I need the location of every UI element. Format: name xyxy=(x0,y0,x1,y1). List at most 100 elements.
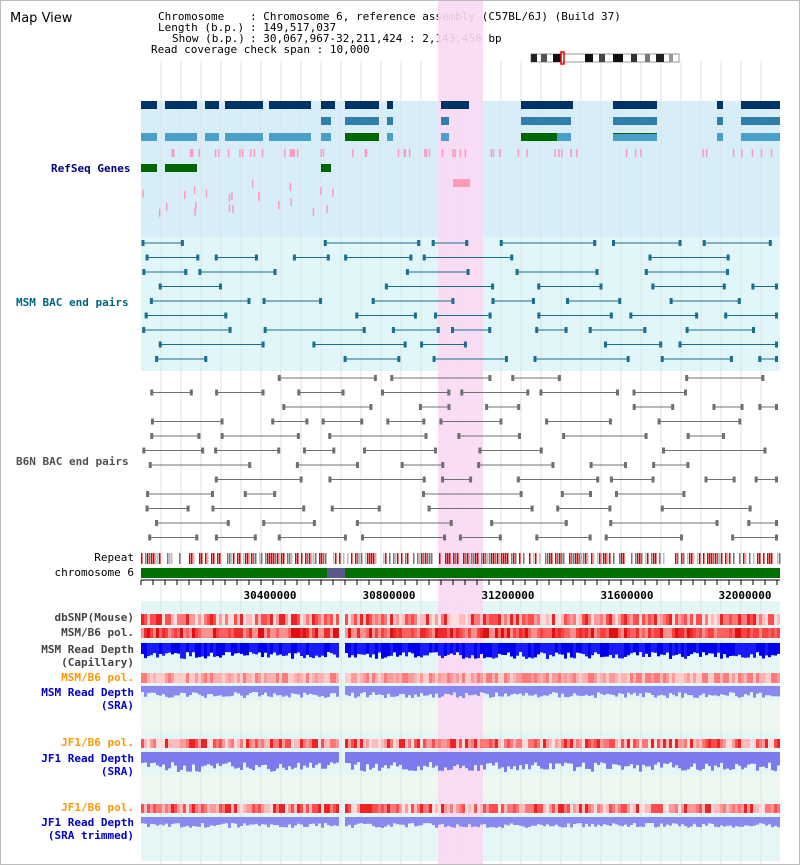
msm-bac-track[interactable] xyxy=(141,240,778,362)
depth-bar xyxy=(645,752,648,767)
bac-end xyxy=(683,389,687,396)
heat-cell xyxy=(174,628,177,638)
bac-end xyxy=(299,476,303,483)
bac-end xyxy=(197,433,201,439)
heat-cell xyxy=(645,673,648,683)
snp-tick xyxy=(554,149,556,157)
depth-bar xyxy=(684,817,687,827)
snp-tick xyxy=(227,149,230,157)
depth-bar xyxy=(393,752,396,763)
depth-bar xyxy=(504,752,507,772)
repeat-mark xyxy=(693,553,695,564)
depth-bar xyxy=(693,817,696,824)
depth-bar xyxy=(618,817,621,826)
heat-cell xyxy=(423,739,426,748)
highlight-region[interactable] xyxy=(438,1,483,864)
heat-cell xyxy=(264,614,267,625)
heat-cell xyxy=(414,739,417,748)
depth-bar xyxy=(354,686,357,698)
bac-end xyxy=(551,462,555,468)
polymorphism-tracks[interactable] xyxy=(141,614,780,828)
bac-end xyxy=(148,462,152,468)
heat-cell xyxy=(540,614,543,625)
depth-bar xyxy=(192,643,195,653)
bac-end xyxy=(775,356,778,362)
repeat-mark xyxy=(281,553,283,564)
depth-bar xyxy=(435,643,438,653)
depth-bar xyxy=(345,643,348,654)
snp-tick xyxy=(191,149,194,157)
bac-end xyxy=(671,404,675,410)
refseq-genes-track[interactable] xyxy=(141,101,780,217)
bac-end xyxy=(214,534,218,541)
heat-cell xyxy=(654,628,657,638)
bac-end xyxy=(537,283,541,290)
heat-cell xyxy=(729,804,732,813)
depth-bar xyxy=(399,817,402,825)
heat-cell xyxy=(369,739,372,748)
heat-cell xyxy=(288,614,291,625)
heat-cell xyxy=(702,614,705,625)
depth-bar xyxy=(732,643,735,656)
heat-cell xyxy=(612,614,615,625)
depth-bar xyxy=(486,817,489,828)
bac-end xyxy=(516,476,520,483)
depth-bar xyxy=(195,643,198,658)
bac-end xyxy=(465,240,469,246)
repeat-mark xyxy=(289,553,291,564)
heat-cell xyxy=(648,739,651,748)
b6n-bac-track[interactable] xyxy=(142,375,778,541)
heat-cell xyxy=(471,739,474,748)
depth-bar xyxy=(627,817,630,827)
depth-bar xyxy=(351,817,354,828)
bac-end xyxy=(775,520,778,526)
depth-bar xyxy=(600,752,603,763)
depth-bar xyxy=(483,643,486,659)
depth-bar xyxy=(237,817,240,828)
bac-end xyxy=(355,312,359,319)
bac-end xyxy=(463,341,467,348)
depth-bar xyxy=(483,752,486,770)
depth-bar xyxy=(207,752,210,765)
repeat-mark xyxy=(423,553,425,564)
gene-exon xyxy=(441,117,449,125)
depth-bar xyxy=(429,752,432,763)
heat-cell xyxy=(270,628,273,638)
heat-cell xyxy=(345,628,348,638)
repeat-mark xyxy=(371,553,373,564)
depth-bar xyxy=(696,752,699,770)
repeat-mark xyxy=(275,553,277,564)
depth-bar xyxy=(165,643,168,654)
heat-cell xyxy=(561,739,564,748)
depth-bar xyxy=(462,643,465,659)
heat-cell xyxy=(444,673,447,683)
gene-exon xyxy=(141,133,157,141)
bac-end xyxy=(422,476,426,483)
heat-cell xyxy=(285,628,288,638)
depth-bar xyxy=(747,817,750,826)
depth-bar xyxy=(447,817,450,826)
heat-cell xyxy=(606,739,609,748)
depth-bar xyxy=(303,643,306,659)
heat-cell xyxy=(201,614,204,625)
heat-cell xyxy=(291,614,294,625)
depth-bar xyxy=(540,752,543,769)
repeat-mark xyxy=(355,553,357,564)
repeat-track[interactable] xyxy=(141,553,781,564)
repeat-mark xyxy=(639,553,641,564)
heat-cell xyxy=(243,614,246,625)
heat-cell xyxy=(555,673,558,683)
bac-end xyxy=(511,375,515,381)
heat-cell xyxy=(615,739,618,748)
repeat-mark xyxy=(659,553,661,564)
depth-bar xyxy=(288,752,291,767)
heat-cell xyxy=(471,804,474,813)
chromosome-bar[interactable] xyxy=(141,568,780,578)
depth-bar xyxy=(156,752,159,766)
heat-cell xyxy=(432,673,435,683)
depth-bar xyxy=(450,752,453,770)
depth-bar xyxy=(522,817,525,827)
heat-cell xyxy=(762,628,765,638)
chromosome-ideogram[interactable] xyxy=(530,51,680,65)
